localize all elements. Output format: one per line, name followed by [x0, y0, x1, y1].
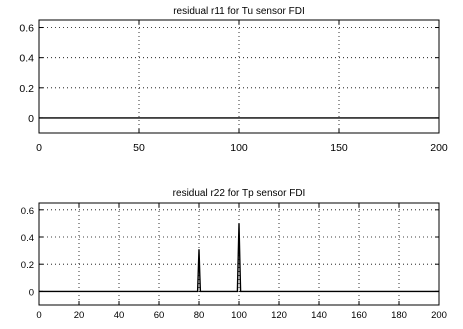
y-tick-label: 0	[29, 287, 34, 298]
chart-title: residual r22 for Tp sensor FDI	[173, 188, 306, 199]
x-tick-label: 20	[74, 310, 85, 321]
y-tick-label: 0.2	[21, 260, 34, 271]
x-tick-label: 200	[430, 142, 448, 154]
x-tick-label: 160	[351, 310, 367, 321]
y-tick-label: 0.4	[21, 233, 34, 244]
x-tick-label: 0	[36, 310, 41, 321]
y-tick-label: 0	[28, 113, 34, 125]
x-tick-label: 0	[36, 142, 42, 154]
y-tick-label: 0.6	[21, 206, 34, 217]
x-tick-label: 140	[311, 310, 327, 321]
chart-residual-r11: residual r11 for Tu sensor FDI 0 50 100 150…	[19, 6, 448, 154]
y-tick-label: 0.6	[19, 23, 34, 35]
y-tick-label: 0.2	[19, 83, 34, 95]
x-tick-label: 100	[230, 142, 248, 154]
x-tick-label: 50	[133, 142, 145, 154]
x-tick-label: 40	[114, 310, 125, 321]
x-tick-label: 60	[154, 310, 165, 321]
series-line-0	[39, 223, 439, 293]
chart-title: residual r11 for Tu sensor FDI	[173, 6, 305, 17]
x-tick-label: 120	[271, 310, 287, 321]
x-tick-label: 150	[330, 142, 348, 154]
x-tick-label: 100	[231, 310, 247, 321]
chart-residual-r22: residual r22 for Tp sensor FDI 0 20 40 60 80…	[21, 188, 447, 321]
y-tick-label: 0.4	[19, 53, 34, 65]
x-tick-label: 180	[391, 310, 407, 321]
x-tick-label: 200	[431, 310, 447, 321]
x-tick-label: 80	[194, 310, 205, 321]
